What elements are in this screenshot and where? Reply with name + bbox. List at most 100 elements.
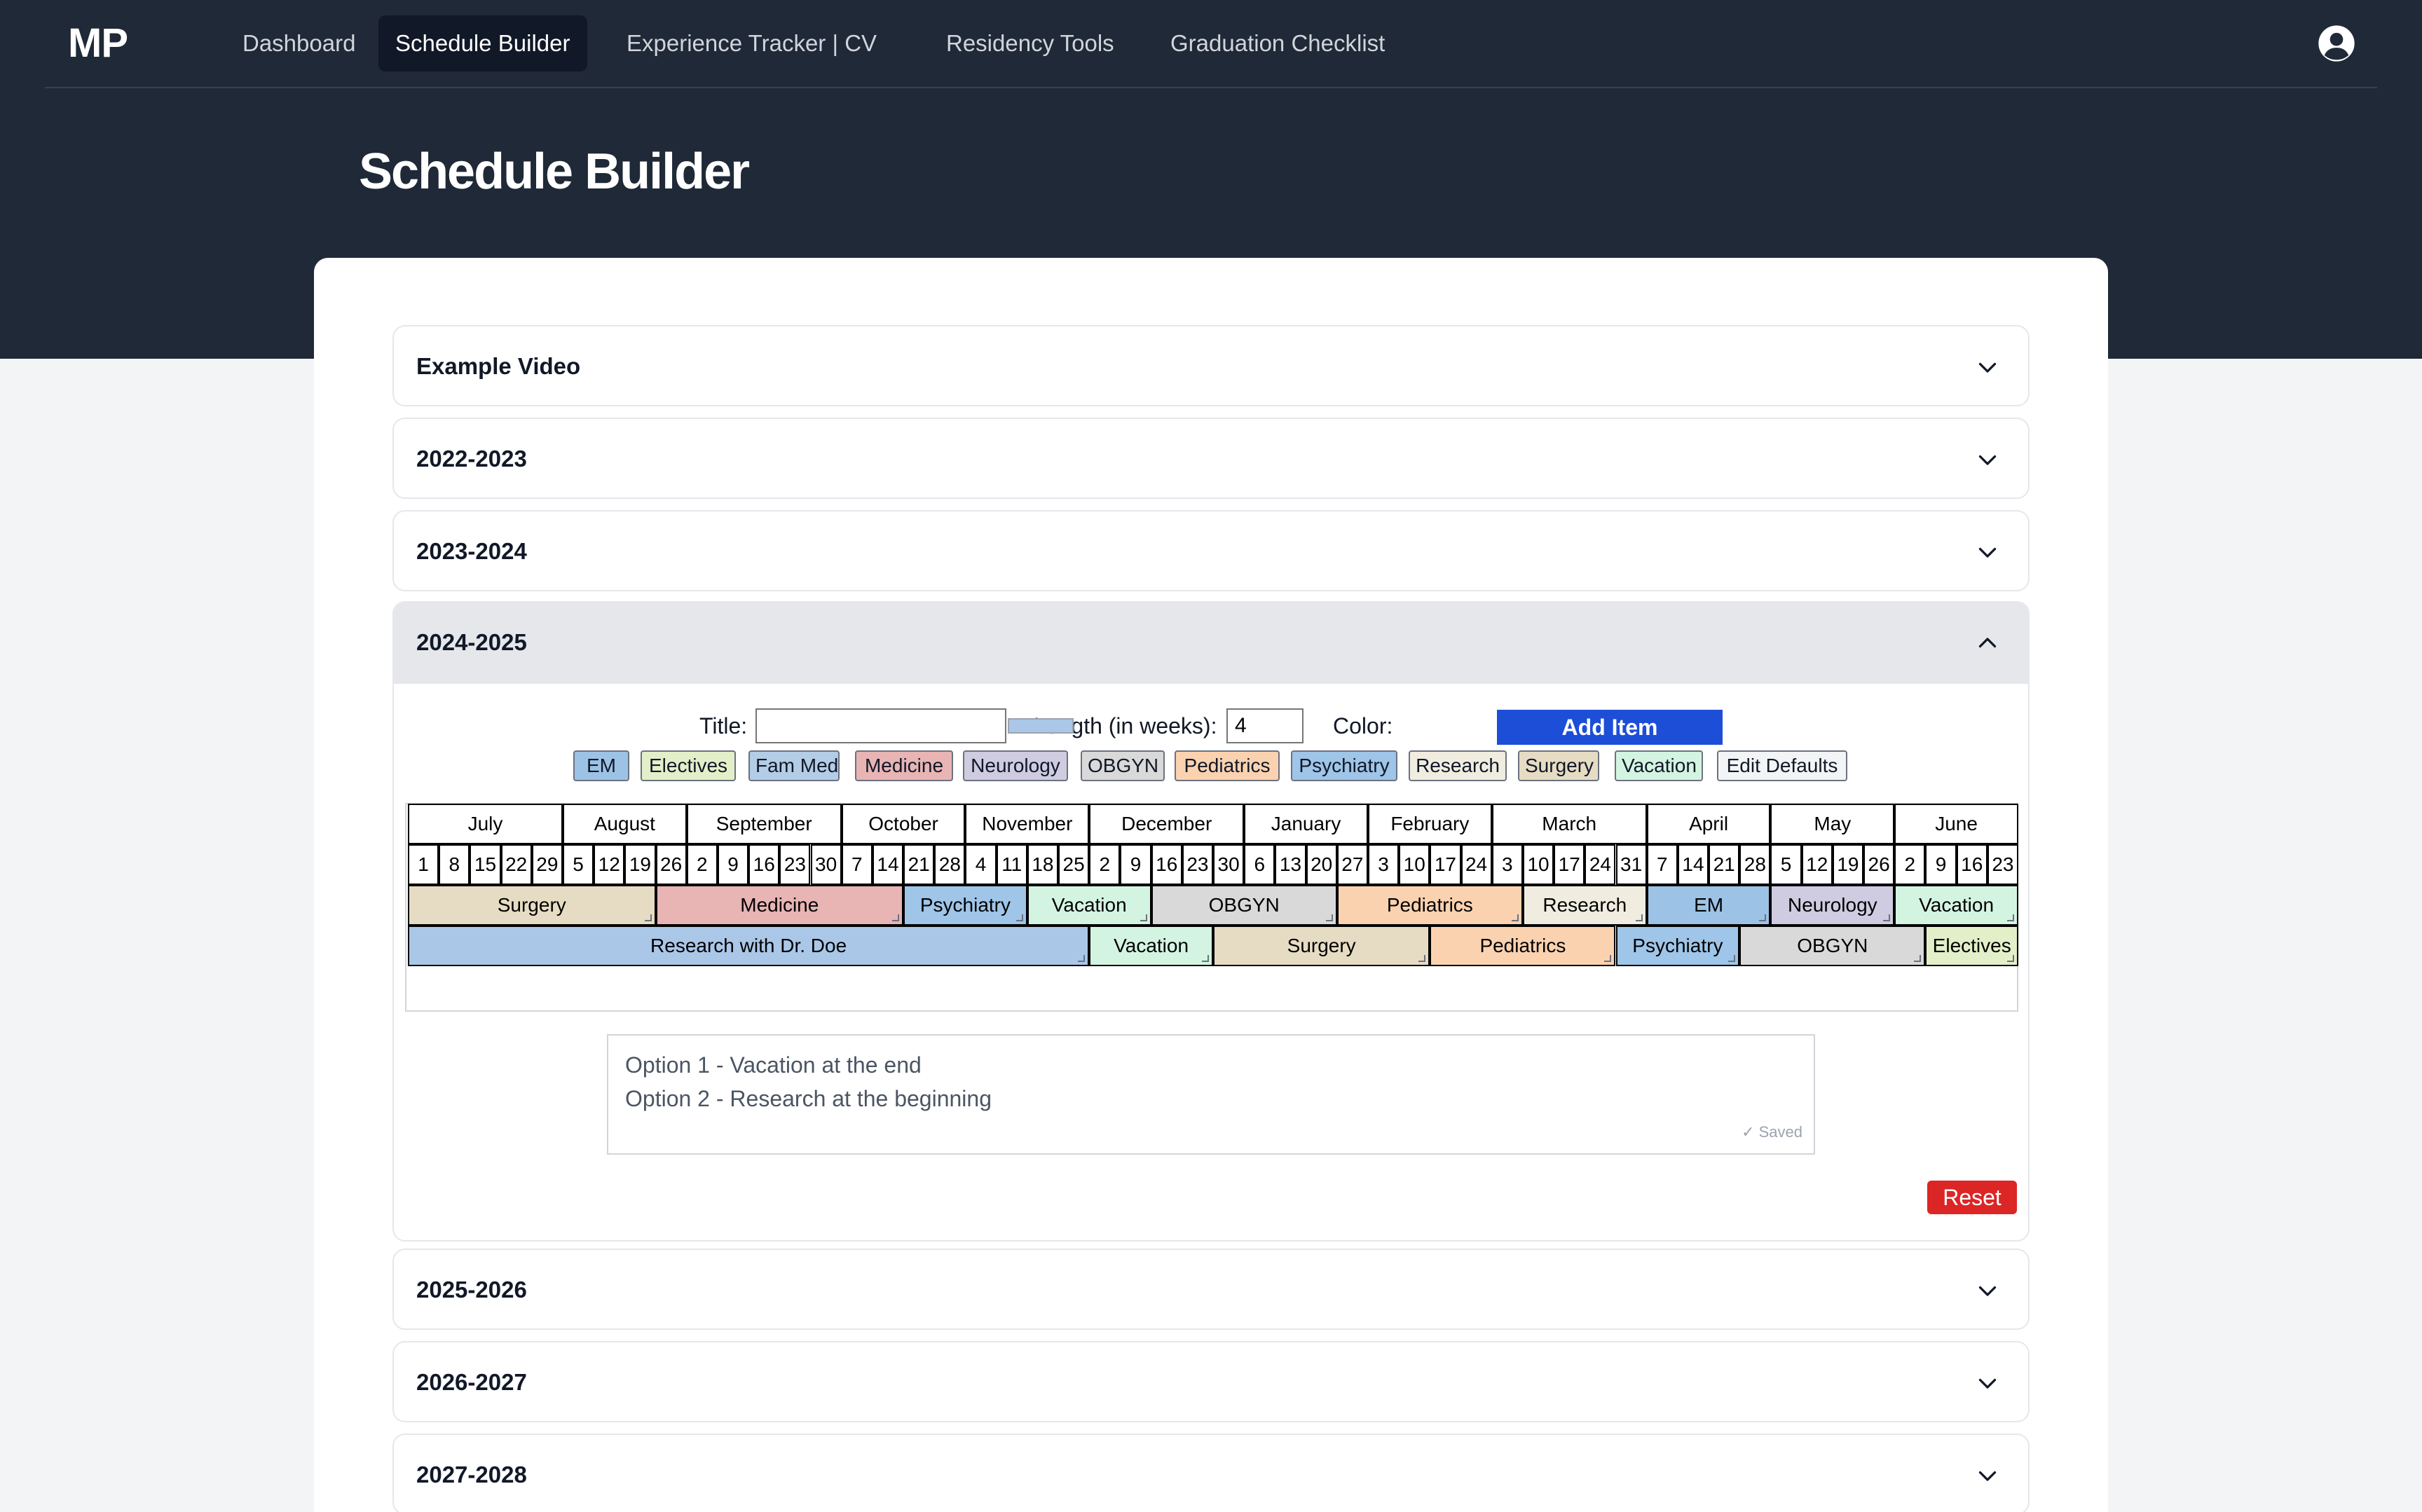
accordion-2023-2024[interactable]: 2023-2024: [392, 510, 2030, 591]
resize-handle-icon[interactable]: [1325, 914, 1333, 921]
nav-experience-tracker[interactable]: Experience Tracker | CV: [627, 30, 877, 56]
preset-em[interactable]: EM: [573, 750, 629, 781]
preset-electives[interactable]: Electives: [641, 750, 736, 781]
week-cell: 21: [1709, 844, 1740, 885]
user-circle-icon[interactable]: [2317, 24, 2356, 63]
schedule-block[interactable]: Research: [1522, 885, 1647, 926]
color-picker[interactable]: [1008, 718, 1074, 734]
preset-neurology[interactable]: Neurology: [963, 750, 1068, 781]
resize-handle-icon[interactable]: [2006, 955, 2014, 962]
color-label: Color:: [1333, 713, 1393, 738]
preset-pediatrics[interactable]: Pediatrics: [1175, 750, 1280, 781]
month-header: November: [965, 804, 1090, 844]
week-cell: 15: [470, 844, 501, 885]
schedule-block[interactable]: Neurology: [1770, 885, 1895, 926]
notes-line: Option 2 - Research at the beginning: [625, 1086, 992, 1111]
nav-residency-tools[interactable]: Residency Tools: [946, 30, 1114, 56]
resize-handle-icon[interactable]: [1728, 955, 1736, 962]
preset-vacation[interactable]: Vacation: [1615, 750, 1703, 781]
resize-handle-icon[interactable]: [1883, 914, 1891, 921]
accordion-2027-2028[interactable]: 2027-2028: [392, 1434, 2030, 1512]
accordion-2025-2026[interactable]: 2025-2026: [392, 1249, 2030, 1330]
week-cell: 16: [1956, 844, 1987, 885]
notes-textarea[interactable]: Option 1 - Vacation at the end Option 2 …: [607, 1034, 1815, 1155]
accordion-2022-2023[interactable]: 2022-2023: [392, 418, 2030, 499]
schedule-block[interactable]: Vacation: [1027, 885, 1151, 926]
week-cell: 24: [1585, 844, 1616, 885]
resize-handle-icon[interactable]: [1015, 914, 1023, 921]
resize-handle-icon[interactable]: [1604, 955, 1612, 962]
week-cell: 16: [748, 844, 780, 885]
schedule-block[interactable]: Vacation: [1089, 926, 1213, 966]
accordion-header[interactable]: 2024-2025: [394, 603, 2028, 684]
preset-psychiatry[interactable]: Psychiatry: [1291, 750, 1397, 781]
schedule-block[interactable]: Psychiatry: [903, 885, 1027, 926]
preset-edit-defaults[interactable]: Edit Defaults: [1717, 750, 1847, 781]
schedule-block[interactable]: OBGYN: [1151, 885, 1337, 926]
accordion-example-video[interactable]: Example Video: [392, 325, 2030, 406]
preset-obgyn[interactable]: OBGYN: [1081, 750, 1165, 781]
week-cell: 3: [1367, 844, 1400, 885]
add-item-button[interactable]: Add Item: [1497, 710, 1723, 745]
schedule-block[interactable]: Surgery: [1213, 926, 1430, 966]
week-cell: 11: [996, 844, 1027, 885]
accordion-title: 2027-2028: [416, 1462, 527, 1487]
schedule-block[interactable]: Surgery: [408, 885, 656, 926]
week-cell: 14: [1677, 844, 1709, 885]
resize-handle-icon[interactable]: [2006, 914, 2014, 921]
week-cell: 26: [655, 844, 687, 885]
week-cell: 24: [1460, 844, 1492, 885]
schedule-block[interactable]: Research with Dr. Doe: [408, 926, 1090, 966]
week-cell: 20: [1306, 844, 1337, 885]
resize-handle-icon[interactable]: [1914, 955, 1922, 962]
month-header: May: [1770, 804, 1895, 844]
resize-handle-icon[interactable]: [1140, 914, 1147, 921]
preset-medicine[interactable]: Medicine: [855, 750, 953, 781]
week-cell: 13: [1275, 844, 1306, 885]
resize-handle-icon[interactable]: [1635, 914, 1643, 921]
resize-handle-icon[interactable]: [892, 914, 900, 921]
week-cell: 25: [1058, 844, 1090, 885]
resize-handle-icon[interactable]: [644, 914, 652, 921]
resize-handle-icon[interactable]: [1078, 955, 1086, 962]
week-cell: 7: [1646, 844, 1678, 885]
schedule-block[interactable]: Medicine: [655, 885, 904, 926]
preset-research[interactable]: Research: [1409, 750, 1507, 781]
week-cell: 2: [686, 844, 718, 885]
schedule-block[interactable]: Pediatrics: [1430, 926, 1616, 966]
app-logo[interactable]: MP: [68, 20, 128, 66]
week-cell: 5: [1770, 844, 1802, 885]
week-cell: 7: [841, 844, 873, 885]
week-cell: 17: [1554, 844, 1585, 885]
accordion-2026-2027[interactable]: 2026-2027: [392, 1341, 2030, 1422]
resize-handle-icon[interactable]: [1511, 914, 1519, 921]
resize-handle-icon[interactable]: [1418, 955, 1426, 962]
title-label: Title:: [699, 713, 748, 738]
nav-graduation-checklist[interactable]: Graduation Checklist: [1170, 30, 1386, 56]
schedule-block[interactable]: Psychiatry: [1615, 926, 1740, 966]
accordion-title: Example Video: [416, 353, 581, 379]
reset-button[interactable]: Reset: [1927, 1181, 2017, 1214]
week-cell: 14: [872, 844, 904, 885]
page-title: Schedule Builder: [359, 144, 750, 200]
schedule-block[interactable]: Vacation: [1894, 885, 2018, 926]
schedule-block[interactable]: OBGYN: [1739, 926, 1926, 966]
accordion-title: 2023-2024: [416, 538, 527, 564]
length-input[interactable]: [1226, 708, 1304, 743]
resize-handle-icon[interactable]: [1201, 955, 1209, 962]
preset-surgery[interactable]: Surgery: [1518, 750, 1599, 781]
nav-dashboard[interactable]: Dashboard: [242, 30, 356, 56]
schedule-block[interactable]: Electives: [1925, 926, 2018, 966]
nav-schedule-builder[interactable]: Schedule Builder: [378, 15, 587, 71]
preset-fam-med[interactable]: Fam Med: [748, 750, 840, 781]
week-cell: 6: [1244, 844, 1275, 885]
schedule-block[interactable]: EM: [1646, 885, 1771, 926]
week-cell: 28: [934, 844, 966, 885]
schedule-block[interactable]: Pediatrics: [1336, 885, 1523, 926]
week-cell: 3: [1491, 844, 1523, 885]
week-cell: 5: [562, 844, 594, 885]
title-input[interactable]: [755, 708, 1006, 743]
resize-handle-icon[interactable]: [1759, 914, 1767, 921]
week-cell: 27: [1336, 844, 1368, 885]
week-cell: 9: [1925, 844, 1957, 885]
